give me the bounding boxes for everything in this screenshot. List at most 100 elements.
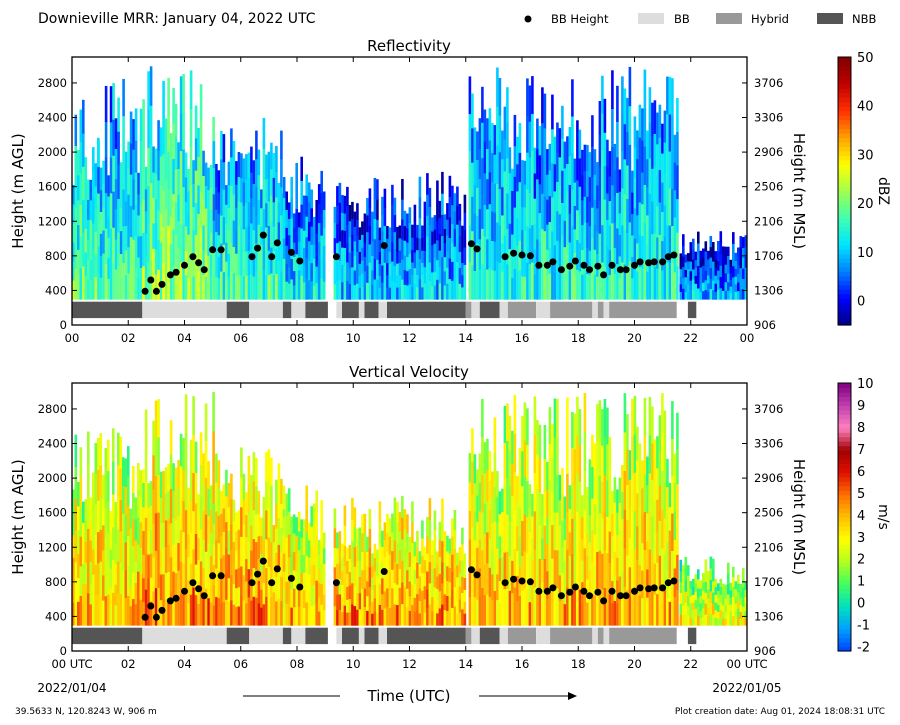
heatmap-cell bbox=[366, 536, 369, 552]
heatmap-cell bbox=[719, 617, 723, 626]
bb-height-point bbox=[217, 572, 225, 580]
heatmap-cell bbox=[343, 247, 347, 266]
heatmap-cell bbox=[87, 279, 90, 300]
heatmap-cell bbox=[376, 562, 379, 576]
heatmap-cell bbox=[107, 439, 110, 472]
heatmap-cell bbox=[729, 618, 733, 626]
heatmap-cell bbox=[366, 248, 369, 266]
heatmap-cell bbox=[260, 517, 263, 536]
heatmap-cell bbox=[388, 518, 392, 537]
heatmap-cell bbox=[481, 512, 484, 551]
colorbar-band bbox=[838, 70, 851, 76]
heatmap-cell bbox=[119, 468, 123, 500]
heatmap-cell bbox=[668, 482, 672, 508]
heatmap-cell bbox=[653, 133, 657, 168]
heatmap-cell bbox=[663, 482, 667, 519]
heatmap-cell bbox=[341, 229, 344, 248]
heatmap-cell bbox=[381, 577, 384, 595]
heatmap-cell bbox=[501, 214, 504, 244]
heatmap-cell bbox=[501, 158, 504, 188]
heatmap-cell bbox=[638, 137, 642, 171]
heatmap-cell bbox=[94, 208, 98, 232]
colorbar-band bbox=[838, 79, 851, 85]
heatmap-cell bbox=[157, 436, 160, 476]
heatmap-cell bbox=[157, 474, 160, 513]
heatmap-cell bbox=[139, 235, 143, 268]
heatmap-cell bbox=[290, 217, 293, 239]
heatmap-cell bbox=[262, 497, 266, 519]
heatmap-cell bbox=[418, 575, 422, 589]
heatmap-cell bbox=[307, 590, 311, 609]
heatmap-cell bbox=[699, 258, 703, 268]
heatmap-cell bbox=[687, 276, 690, 285]
heatmap-cell bbox=[663, 553, 667, 590]
x-tick-label: 16 bbox=[515, 331, 530, 345]
heatmap-cell bbox=[74, 434, 78, 467]
colorbar-band bbox=[838, 124, 851, 130]
heatmap-cell bbox=[481, 86, 484, 123]
heatmap-cell bbox=[312, 230, 316, 245]
heatmap-cell bbox=[606, 552, 609, 590]
heatmap-cell bbox=[381, 546, 384, 563]
heatmap-cell bbox=[636, 186, 639, 216]
heatmap-cell bbox=[177, 142, 180, 169]
heatmap-cell bbox=[676, 412, 679, 449]
heatmap-cell bbox=[277, 260, 281, 281]
heatmap-cell bbox=[431, 244, 434, 259]
heatmap-cell bbox=[658, 520, 662, 556]
heatmap-cell bbox=[102, 183, 105, 208]
heatmap-cell bbox=[712, 261, 715, 272]
heatmap-cell bbox=[381, 213, 384, 232]
heatmap-cell bbox=[255, 271, 258, 300]
bb-height-point bbox=[158, 606, 166, 614]
heatmap-cell bbox=[124, 569, 128, 598]
heatmap-cell bbox=[292, 284, 296, 300]
heatmap-cell bbox=[508, 590, 512, 626]
heatmap-cell bbox=[682, 245, 685, 257]
heatmap-cell bbox=[618, 477, 622, 503]
heatmap-cell bbox=[588, 201, 592, 227]
reflectivity-ylabel: Height (m AGL) bbox=[9, 133, 27, 248]
heatmap-cell bbox=[192, 206, 195, 231]
heatmap-cell bbox=[297, 549, 301, 569]
heatmap-cell bbox=[722, 281, 725, 291]
heatmap-cell bbox=[456, 242, 459, 263]
heatmap-cell bbox=[351, 266, 354, 284]
heatmap-cell bbox=[250, 222, 253, 249]
heatmap-cell bbox=[232, 541, 236, 563]
heatmap-cell bbox=[596, 185, 599, 209]
heatmap-cell bbox=[189, 184, 193, 224]
heatmap-cell bbox=[707, 598, 710, 608]
heatmap-cell bbox=[468, 150, 472, 189]
heatmap-cell bbox=[87, 496, 90, 529]
heatmap-cell bbox=[413, 597, 417, 612]
heatmap-cell bbox=[428, 561, 432, 584]
heatmap-cell bbox=[99, 233, 103, 256]
heatmap-cell bbox=[739, 597, 743, 606]
heatmap-cell bbox=[315, 233, 318, 251]
heatmap-cell bbox=[315, 200, 318, 218]
x-tick-label: 02 bbox=[121, 657, 136, 671]
heatmap-cell bbox=[320, 604, 323, 626]
heatmap-cell bbox=[431, 540, 434, 555]
heatmap-cell bbox=[189, 501, 193, 533]
heatmap-cell bbox=[601, 187, 604, 226]
bb-height-point bbox=[586, 266, 593, 274]
heatmap-cell bbox=[147, 530, 150, 555]
heatmap-cell bbox=[651, 515, 654, 553]
heatmap-cell bbox=[676, 131, 679, 166]
heatmap-cell bbox=[568, 508, 572, 533]
heatmap-cell bbox=[503, 138, 507, 172]
heatmap-cell bbox=[593, 149, 597, 175]
heatmap-cell bbox=[473, 568, 477, 598]
heatmap-cell bbox=[114, 148, 118, 180]
heatmap-cell bbox=[611, 490, 614, 514]
heatmap-cell bbox=[157, 587, 160, 626]
heatmap-cell bbox=[209, 485, 213, 510]
heatmap-cell bbox=[648, 122, 652, 159]
heatmap-cell bbox=[235, 550, 238, 570]
heatmap-cell bbox=[578, 517, 582, 554]
heatmap-cell bbox=[581, 560, 584, 583]
heatmap-cell bbox=[112, 493, 115, 528]
heatmap-cell bbox=[543, 425, 547, 459]
